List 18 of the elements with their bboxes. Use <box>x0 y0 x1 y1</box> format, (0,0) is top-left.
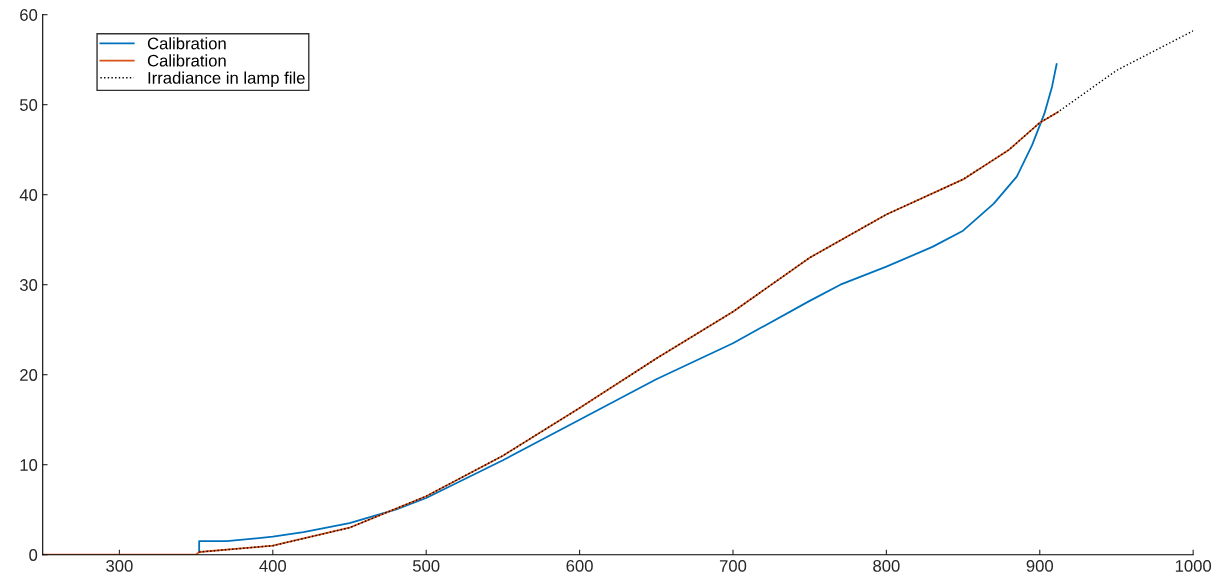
legend-label: Calibration <box>147 37 226 50</box>
x-tick-label: 500 <box>412 560 440 572</box>
x-tick-label: 400 <box>259 560 287 572</box>
x-tick-label: 600 <box>566 560 593 572</box>
y-tick-label: 10 <box>20 459 38 471</box>
y-tick-label: 0 <box>29 549 38 561</box>
legend-label: Calibration <box>147 54 226 67</box>
y-tick-label: 50 <box>19 99 38 111</box>
y-tick-label: 20 <box>20 369 38 381</box>
x-tick-label: 900 <box>1026 560 1054 572</box>
x-tick-label: 1000 <box>1175 560 1212 572</box>
x-tick-label: 700 <box>719 560 747 572</box>
y-tick-label: 60 <box>20 9 38 21</box>
y-tick-label: 40 <box>19 189 38 201</box>
legend-label: Irradiance in lamp file <box>148 71 305 88</box>
y-tick-label: 30 <box>19 279 38 291</box>
x-tick-label: 300 <box>106 560 133 572</box>
x-tick-label: 800 <box>873 560 900 572</box>
